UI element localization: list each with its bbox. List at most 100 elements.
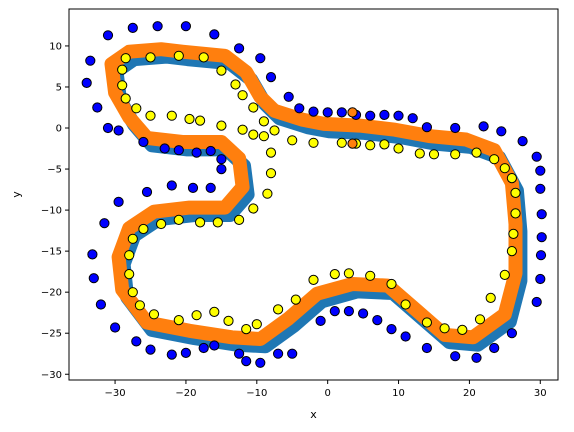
series-2-point-50 — [180, 347, 191, 358]
series-3-point-75 — [117, 64, 128, 75]
series-3-point-22 — [499, 163, 510, 174]
series-3-point-49 — [134, 300, 145, 311]
series-3-point-24 — [510, 187, 521, 198]
series-2-point-5 — [234, 43, 245, 54]
series-2-point-49 — [198, 342, 209, 354]
series-3-point-17 — [414, 148, 425, 159]
series-2-point-9 — [294, 103, 305, 114]
plot-frame — [68, 8, 559, 381]
series-3-point-30 — [474, 314, 486, 325]
y-tick-label: −10 — [41, 206, 62, 217]
series-2-point-6 — [255, 53, 266, 64]
series-2-point-12 — [336, 107, 347, 118]
series-3-point-69 — [184, 113, 195, 125]
series-2-point-25 — [535, 183, 546, 194]
series-2-point-59 — [113, 196, 124, 207]
series-2-point-36 — [400, 331, 411, 342]
series-2-point-10 — [308, 106, 319, 117]
series-3-point-36 — [365, 270, 376, 281]
series-2-point-75 — [85, 55, 96, 66]
y-tick-label: 0 — [56, 124, 62, 135]
series-3-point-46 — [191, 310, 202, 321]
series-3-point-54 — [138, 223, 149, 235]
series-2-point-15 — [379, 109, 390, 121]
series-3-point-11 — [308, 137, 319, 148]
series-3-point-0 — [120, 53, 131, 64]
series-3-point-25 — [510, 208, 521, 219]
series-2-point-73 — [92, 102, 103, 113]
series-2-point-38 — [372, 315, 383, 326]
x-axis-ticks: −30 −20 −10 0 10 20 30 — [105, 380, 547, 399]
series-3-point-38 — [329, 269, 340, 280]
series-2-point-43 — [287, 348, 298, 359]
series-3-point-45 — [209, 306, 220, 317]
series-2-point-0 — [102, 30, 114, 41]
y-tick-label: 10 — [49, 41, 62, 52]
series-3-point-61 — [262, 188, 273, 199]
series-2-point-48 — [209, 340, 220, 351]
series-2-point-4 — [209, 29, 220, 40]
series-2-point-69 — [159, 143, 170, 154]
series-2-point-31 — [506, 328, 517, 339]
x-axis-label: x — [310, 408, 317, 421]
y-tick-label: −20 — [41, 288, 62, 299]
y-tick-label: −25 — [41, 329, 62, 340]
series-3-point-50 — [127, 287, 138, 298]
series-3-point-40 — [290, 294, 301, 305]
series-2-point-61 — [166, 180, 177, 191]
series-3-point-57 — [195, 217, 206, 228]
series-3-point-21 — [489, 154, 500, 165]
series-2-point-17 — [407, 113, 418, 124]
series-3-point-16 — [393, 143, 404, 154]
series-2-point-67 — [191, 147, 202, 158]
series-3-point-31 — [457, 324, 468, 335]
series-2-point-26 — [536, 209, 547, 220]
y-tick-label: −30 — [41, 370, 62, 381]
y-axis-ticks: 10 5 0 −5 −10 −15 −20 −25 −30 — [41, 41, 69, 381]
plot-area — [81, 21, 547, 368]
series-3-point-27 — [506, 246, 517, 257]
series-2-point-46 — [241, 356, 252, 367]
y-tick-label: 5 — [56, 82, 62, 93]
series-2-point-19 — [450, 122, 461, 134]
series-3-point-72 — [131, 103, 142, 114]
series-3-point-34 — [400, 299, 411, 310]
series-3-point-73 — [120, 93, 131, 104]
series-3-point-43 — [241, 324, 252, 335]
series-2-point-37 — [386, 324, 397, 335]
series-3-point-60 — [248, 203, 259, 214]
series-3-point-71 — [145, 110, 156, 121]
series-3-point-63 — [265, 147, 277, 158]
series-3-point-14 — [365, 140, 376, 151]
series-3-point-28 — [499, 269, 510, 280]
series-3-point-64 — [258, 131, 269, 142]
series-2-point-16 — [393, 110, 404, 121]
series-3-point-51 — [124, 269, 135, 280]
series-2-point-20 — [478, 121, 489, 132]
series-3-point-37 — [343, 268, 354, 279]
series-2-point-42 — [315, 315, 326, 326]
series-2-point-54 — [110, 322, 121, 333]
series-3-point-74 — [117, 80, 128, 91]
series-3-point-5 — [230, 79, 241, 90]
x-tick-label: −20 — [175, 388, 196, 399]
series-3-point-66 — [237, 124, 248, 135]
series-2-point-14 — [365, 110, 376, 121]
x-tick-label: −30 — [105, 388, 126, 399]
series-3-point-3 — [198, 52, 209, 63]
series-1-line — [104, 42, 523, 346]
x-tick-label: 10 — [392, 388, 405, 399]
series-2-point-32 — [489, 342, 500, 354]
series-3-point-56 — [173, 214, 184, 225]
series-2-point-28 — [535, 250, 547, 261]
series-3-point-35 — [386, 278, 397, 290]
series-2-point-2 — [152, 21, 163, 32]
series-2-point-60 — [141, 186, 153, 198]
series-2-point-39 — [358, 308, 369, 319]
series-2-point-27 — [536, 232, 547, 243]
series-3-point-41 — [273, 304, 284, 315]
series-3-point-33 — [421, 317, 432, 328]
series-3-point-39 — [308, 274, 319, 285]
series-3-point-20 — [471, 147, 482, 158]
series-2-point-1 — [127, 22, 138, 33]
